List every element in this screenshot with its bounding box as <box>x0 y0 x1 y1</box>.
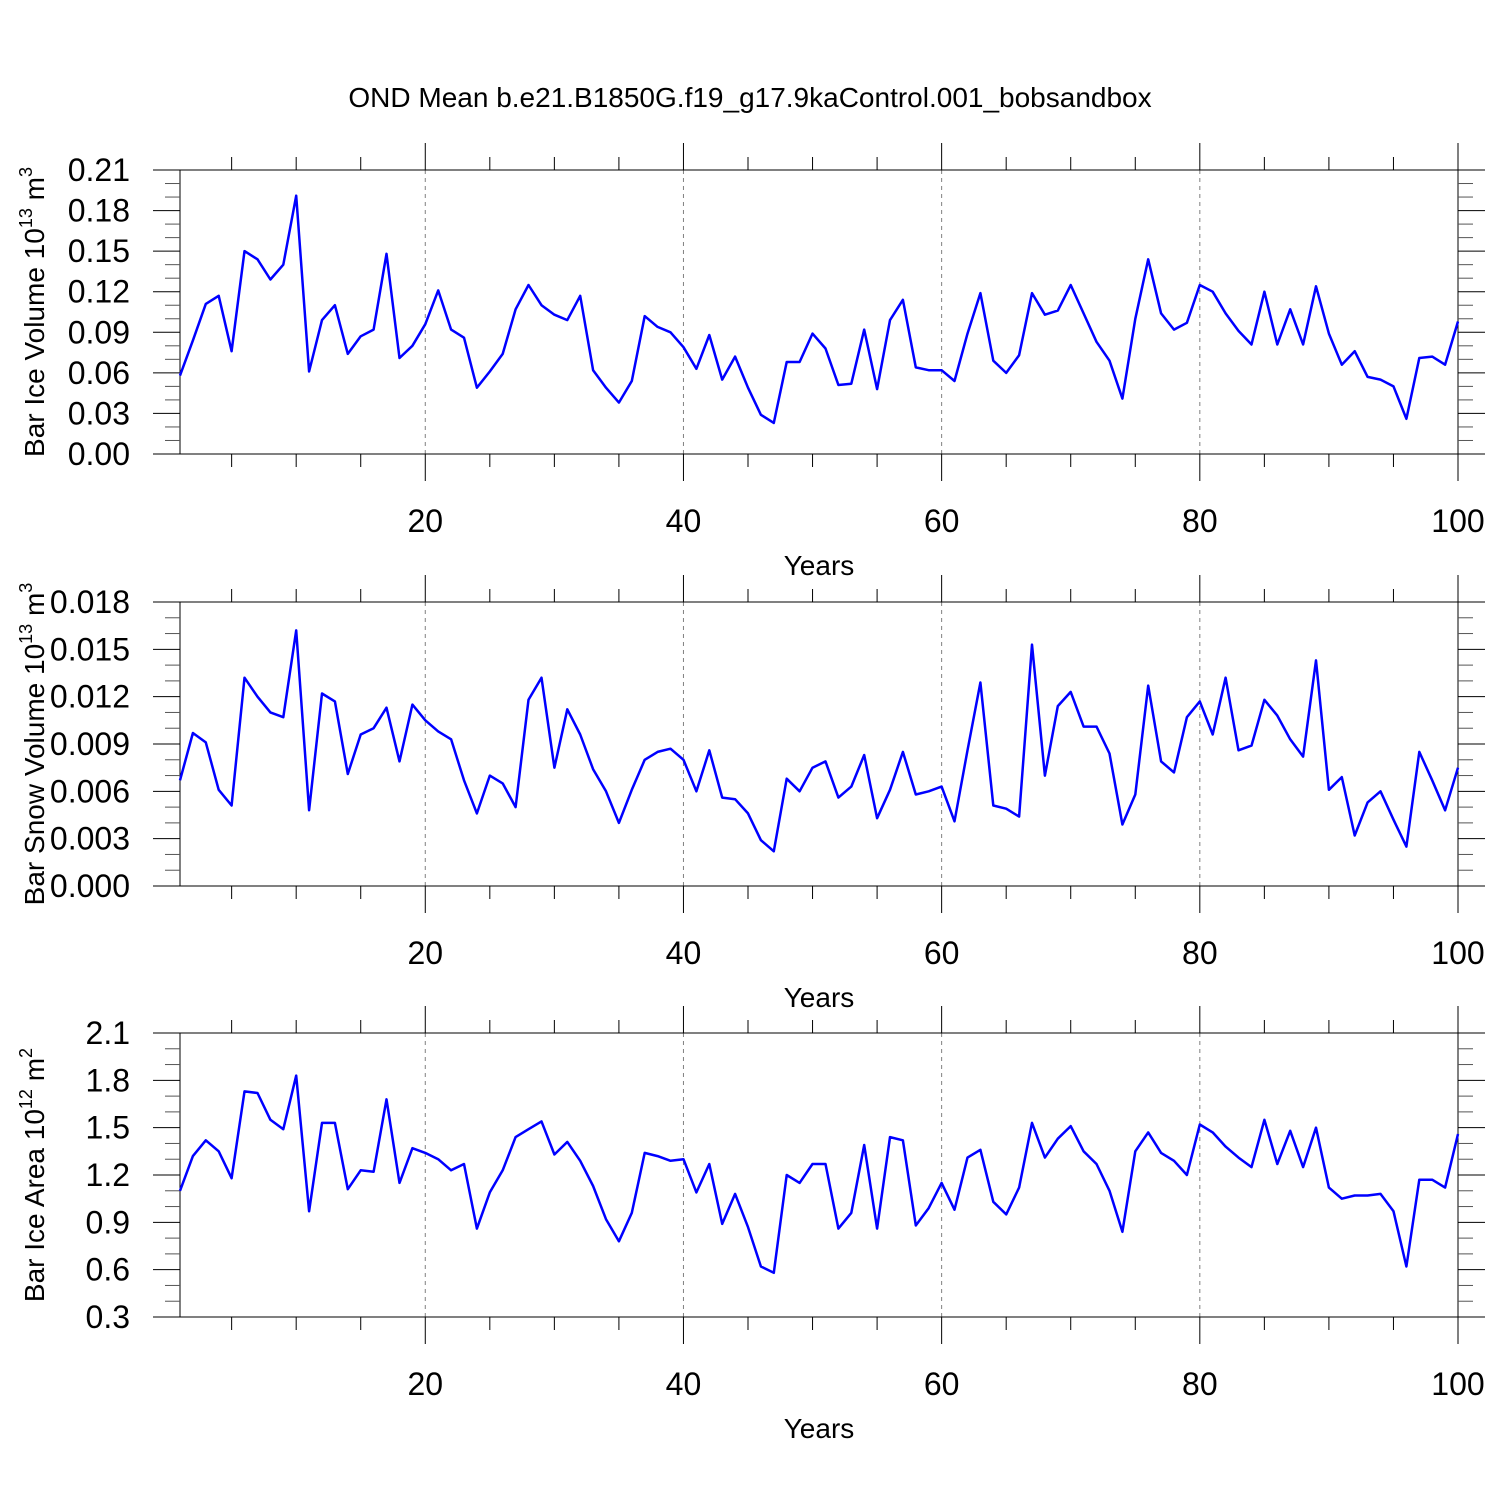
y-tick-label: 0.21 <box>68 152 130 188</box>
y-axis-title-ylabel-unit: m <box>19 1058 50 1089</box>
x-tick-label: 60 <box>924 935 960 971</box>
y-tick-label: 1.2 <box>86 1157 130 1193</box>
panel-3: 0.3 0.6 0.9 1.2 1.5 1.8 2.1 20 40 60 80 100 Years Bar… <box>16 1006 1485 1444</box>
y-tick-label: 0.000 <box>50 868 130 904</box>
series-line <box>178 1074 1460 1275</box>
series-line <box>178 629 1460 853</box>
y-tick-label: 2.1 <box>86 1015 130 1051</box>
y-tick-label: 0.9 <box>86 1204 130 1240</box>
y-axis-title-ylabel-unit-exp: 3 <box>16 583 36 593</box>
y-tick-label: 0.12 <box>68 274 130 310</box>
x-tick-label: 80 <box>1182 503 1218 539</box>
y-axis-title-ylabel: Bar Ice Volume 10 <box>19 228 50 457</box>
y-tick-label: 0.009 <box>50 726 130 762</box>
y-axis-title: Bar Ice Volume 1013 m3 <box>16 167 50 457</box>
y-axis-title-ylabel: Bar Snow Volume 10 <box>19 644 50 906</box>
y-tick-label: 0.09 <box>68 314 130 350</box>
x-tick-label: 20 <box>407 935 443 971</box>
y-axis-title-ylabel-exp: 13 <box>16 208 36 228</box>
panel-1: 0.00 0.03 0.06 0.09 0.12 0.15 0.18 0.21 20 40 60 80… <box>16 143 1485 581</box>
x-axis-title: Years <box>784 1413 855 1444</box>
y-tick-label: 0.015 <box>50 631 130 667</box>
y-tick-label: 0.3 <box>86 1299 130 1335</box>
x-tick-label: 20 <box>407 1366 443 1402</box>
y-tick-label: 0.03 <box>68 395 130 431</box>
y-tick-label: 0.18 <box>68 193 130 229</box>
x-tick-label: 100 <box>1431 503 1484 539</box>
x-tick-label: 40 <box>666 503 702 539</box>
y-tick-label: 1.5 <box>86 1110 130 1146</box>
y-tick-label: 0.006 <box>50 773 130 809</box>
x-tick-label: 80 <box>1182 1366 1218 1402</box>
y-axis-title: Bar Ice Area 1012 m2 <box>16 1048 50 1302</box>
y-tick-label: 0.6 <box>86 1252 130 1288</box>
y-axis-title-ylabel-unit: m <box>19 177 50 208</box>
panel-2: 0.000 0.003 0.006 0.009 0.012 0.015 0.018 20 40 6… <box>16 575 1485 1013</box>
y-tick-label: 0.012 <box>50 679 130 715</box>
x-tick-label: 60 <box>924 1366 960 1402</box>
y-axis-title-ylabel-unit-exp: 3 <box>16 167 36 177</box>
y-axis-title: Bar Snow Volume 1013 m3 <box>16 583 50 906</box>
x-tick-label: 80 <box>1182 935 1218 971</box>
y-axis-title-ylabel-exp: 12 <box>16 1089 36 1109</box>
x-tick-label: 20 <box>407 503 443 539</box>
x-tick-label: 40 <box>666 1366 702 1402</box>
y-axis-title-ylabel: Bar Ice Area 10 <box>19 1109 50 1302</box>
x-tick-label: 100 <box>1431 935 1484 971</box>
chart-title: OND Mean b.e21.B1850G.f19_g17.9kaControl… <box>348 82 1151 113</box>
y-tick-label: 0.00 <box>68 436 130 472</box>
y-axis-title-ylabel-unit: m <box>19 593 50 624</box>
x-tick-label: 40 <box>666 935 702 971</box>
y-tick-label: 0.018 <box>50 584 130 620</box>
y-tick-label: 0.003 <box>50 821 130 857</box>
series-line <box>178 194 1460 425</box>
y-tick-label: 1.8 <box>86 1062 130 1098</box>
y-axis-title-ylabel-exp: 13 <box>16 624 36 644</box>
y-tick-label: 0.15 <box>68 233 130 269</box>
x-tick-label: 100 <box>1431 1366 1484 1402</box>
x-axis-title: Years <box>784 982 855 1013</box>
y-axis-title-ylabel-unit-exp: 2 <box>16 1048 36 1058</box>
x-tick-label: 60 <box>924 503 960 539</box>
x-axis-title: Years <box>784 550 855 581</box>
y-tick-label: 0.06 <box>68 355 130 391</box>
